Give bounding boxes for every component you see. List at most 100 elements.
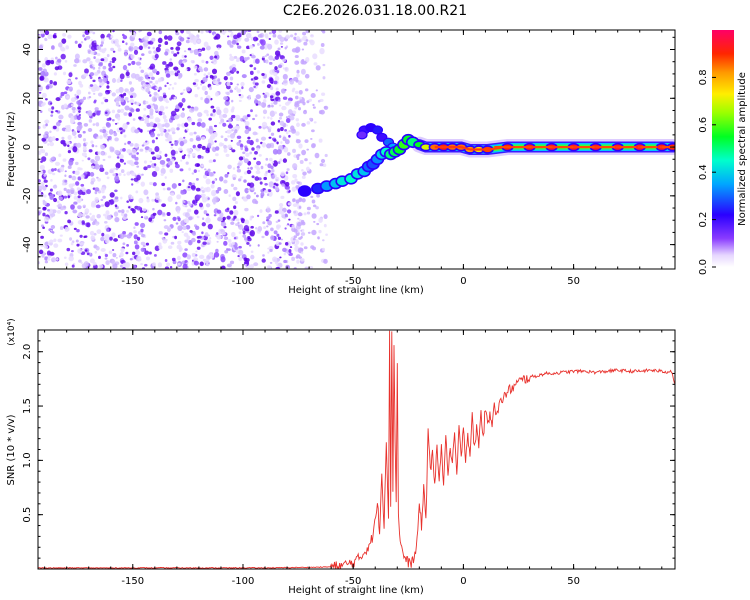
noise-blob <box>213 252 220 258</box>
noise-blob <box>42 134 47 138</box>
noise-blob <box>272 160 278 167</box>
noise-blob <box>197 154 202 159</box>
noise-blob <box>231 114 236 119</box>
noise-blob <box>284 241 289 246</box>
noise-blob <box>88 30 93 34</box>
noise-blob <box>277 34 282 40</box>
noise-blob <box>267 169 271 173</box>
noise-blob <box>267 220 272 226</box>
noise-blob <box>158 30 163 35</box>
noise-blob <box>81 220 85 225</box>
noise-blob <box>151 96 157 103</box>
noise-blob <box>146 122 151 127</box>
y-tick-label: 1.5 <box>22 398 33 414</box>
noise-blob <box>159 105 165 112</box>
noise-blob <box>100 236 105 242</box>
noise-blob <box>143 189 149 196</box>
noise-blob <box>280 195 285 200</box>
noise-blob <box>210 183 215 189</box>
noise-blob <box>89 230 95 236</box>
y-tick-label: -20 <box>22 188 33 204</box>
noise-blob <box>227 164 232 170</box>
noise-blob <box>230 33 234 38</box>
noise-blob <box>208 30 212 34</box>
noise-blob <box>313 121 317 124</box>
noise-blob <box>275 176 280 182</box>
noise-blob <box>56 121 60 126</box>
noise-blob <box>45 123 48 127</box>
noise-blob <box>205 60 209 64</box>
noise-blob <box>138 38 141 41</box>
noise-blob <box>231 63 236 68</box>
noise-blob <box>249 217 253 221</box>
noise-blob <box>87 127 93 133</box>
noise-blob <box>214 91 219 97</box>
noise-blob <box>244 37 250 42</box>
noise-blob <box>179 168 184 172</box>
noise-blob <box>280 141 283 144</box>
x-axis-label-bottom: Height of straight line (km) <box>288 585 424 596</box>
noise-blob <box>306 121 311 125</box>
noise-blob <box>200 193 206 198</box>
noise-blob <box>215 146 220 151</box>
noise-blob <box>300 257 305 262</box>
noise-blob <box>236 125 241 129</box>
y-tick-label: 0.5 <box>22 507 33 523</box>
noise-blob <box>89 172 95 177</box>
noise-blob <box>246 241 250 245</box>
noise-blob <box>197 169 201 173</box>
noise-blob <box>87 157 91 161</box>
noise-blob <box>222 113 228 118</box>
noise-blob <box>80 174 85 180</box>
noise-blob <box>65 125 69 129</box>
noise-blob <box>255 194 259 198</box>
noise-blob <box>72 209 78 214</box>
noise-blob <box>101 232 105 237</box>
noise-blob <box>84 235 88 238</box>
noise-blob <box>178 147 183 152</box>
noise-blob <box>136 152 139 155</box>
noise-blob <box>93 40 97 44</box>
noise-blob <box>213 75 218 79</box>
noise-blob <box>149 63 156 70</box>
noise-blob <box>58 114 64 120</box>
noise-blob <box>86 252 90 256</box>
noise-blob <box>65 45 69 50</box>
noise-blob <box>227 239 232 243</box>
noise-blob <box>299 197 302 201</box>
noise-blob <box>80 41 84 44</box>
noise-blob <box>77 220 83 225</box>
noise-blob <box>262 75 267 79</box>
noise-blob <box>94 250 98 254</box>
noise-blob <box>144 74 149 80</box>
noise-blob <box>232 167 236 170</box>
colorbar: 0.00.20.40.60.8 Normalized spectral ampl… <box>698 30 748 275</box>
noise-blob <box>72 170 76 174</box>
noise-blob <box>196 239 201 244</box>
noise-blob <box>295 256 299 259</box>
noise-blob <box>227 248 231 251</box>
noise-blob <box>216 234 222 240</box>
noise-blob <box>193 169 197 173</box>
noise-blob <box>289 79 295 85</box>
noise-blob <box>213 50 219 56</box>
noise-blob <box>186 254 191 260</box>
noise-blob <box>39 30 45 35</box>
noise-blob <box>223 96 229 101</box>
noise-blob <box>246 96 250 99</box>
noise-blob <box>226 81 231 87</box>
snr-panel: -150 -100 -50 0 500.51.01.52.0 Height of str… <box>6 318 676 596</box>
noise-blob <box>290 236 296 243</box>
noise-blob <box>142 83 147 89</box>
noise-blob <box>140 241 146 246</box>
noise-blob <box>121 40 125 43</box>
noise-blob <box>320 158 326 164</box>
noise-blob <box>132 251 136 256</box>
noise-blob <box>199 261 204 267</box>
noise-blob <box>284 46 287 50</box>
noise-blob <box>273 138 277 142</box>
noise-blob <box>104 220 108 224</box>
noise-blob <box>232 196 237 202</box>
noise-blob <box>94 107 99 111</box>
noise-blob <box>195 254 198 257</box>
